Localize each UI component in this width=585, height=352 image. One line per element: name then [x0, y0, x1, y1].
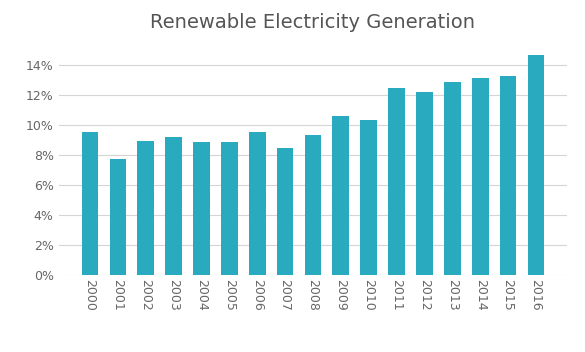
Bar	[416, 93, 433, 275]
Bar	[528, 55, 544, 275]
Bar	[472, 78, 488, 275]
Bar	[165, 137, 182, 275]
Bar	[500, 76, 517, 275]
Bar	[249, 132, 266, 275]
Bar	[82, 132, 98, 275]
Bar	[444, 82, 461, 275]
Bar	[360, 120, 377, 275]
Bar	[305, 136, 321, 275]
Bar	[137, 142, 154, 275]
Bar	[277, 148, 294, 275]
Bar	[193, 142, 210, 275]
Bar	[332, 117, 349, 275]
Bar	[221, 142, 238, 275]
Title: Renewable Electricity Generation: Renewable Electricity Generation	[150, 13, 476, 32]
Bar	[109, 159, 126, 275]
Bar	[388, 88, 405, 275]
